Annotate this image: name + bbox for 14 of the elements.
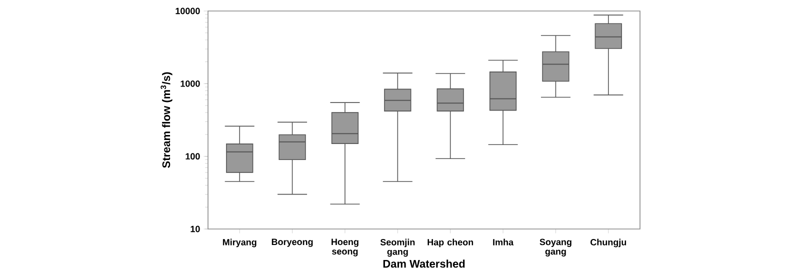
x-tick-label: Chungju	[590, 238, 626, 248]
y-tick-label: 1000	[180, 80, 200, 87]
x-tick-label: Miryang	[222, 238, 256, 248]
x-tick-label: Hoeng seong	[332, 238, 358, 256]
y-tick-label: 10000	[176, 8, 200, 14]
x-tick-label: Seomjin gang	[380, 238, 415, 257]
x-axis-title: Dam Watershed	[383, 260, 465, 268]
x-tick-label: Imha	[493, 238, 514, 246]
x-tick-label: Boryeong	[272, 238, 313, 247]
x-tick-label: Hap cheon	[428, 238, 474, 248]
x-tick-label: Soyang gang	[540, 238, 572, 256]
y-axis-title: Stream flow (m$^{3}$/s)	[160, 72, 172, 168]
y-tick-label: 10	[190, 226, 200, 232]
y-tick-label: 100	[186, 153, 200, 160]
